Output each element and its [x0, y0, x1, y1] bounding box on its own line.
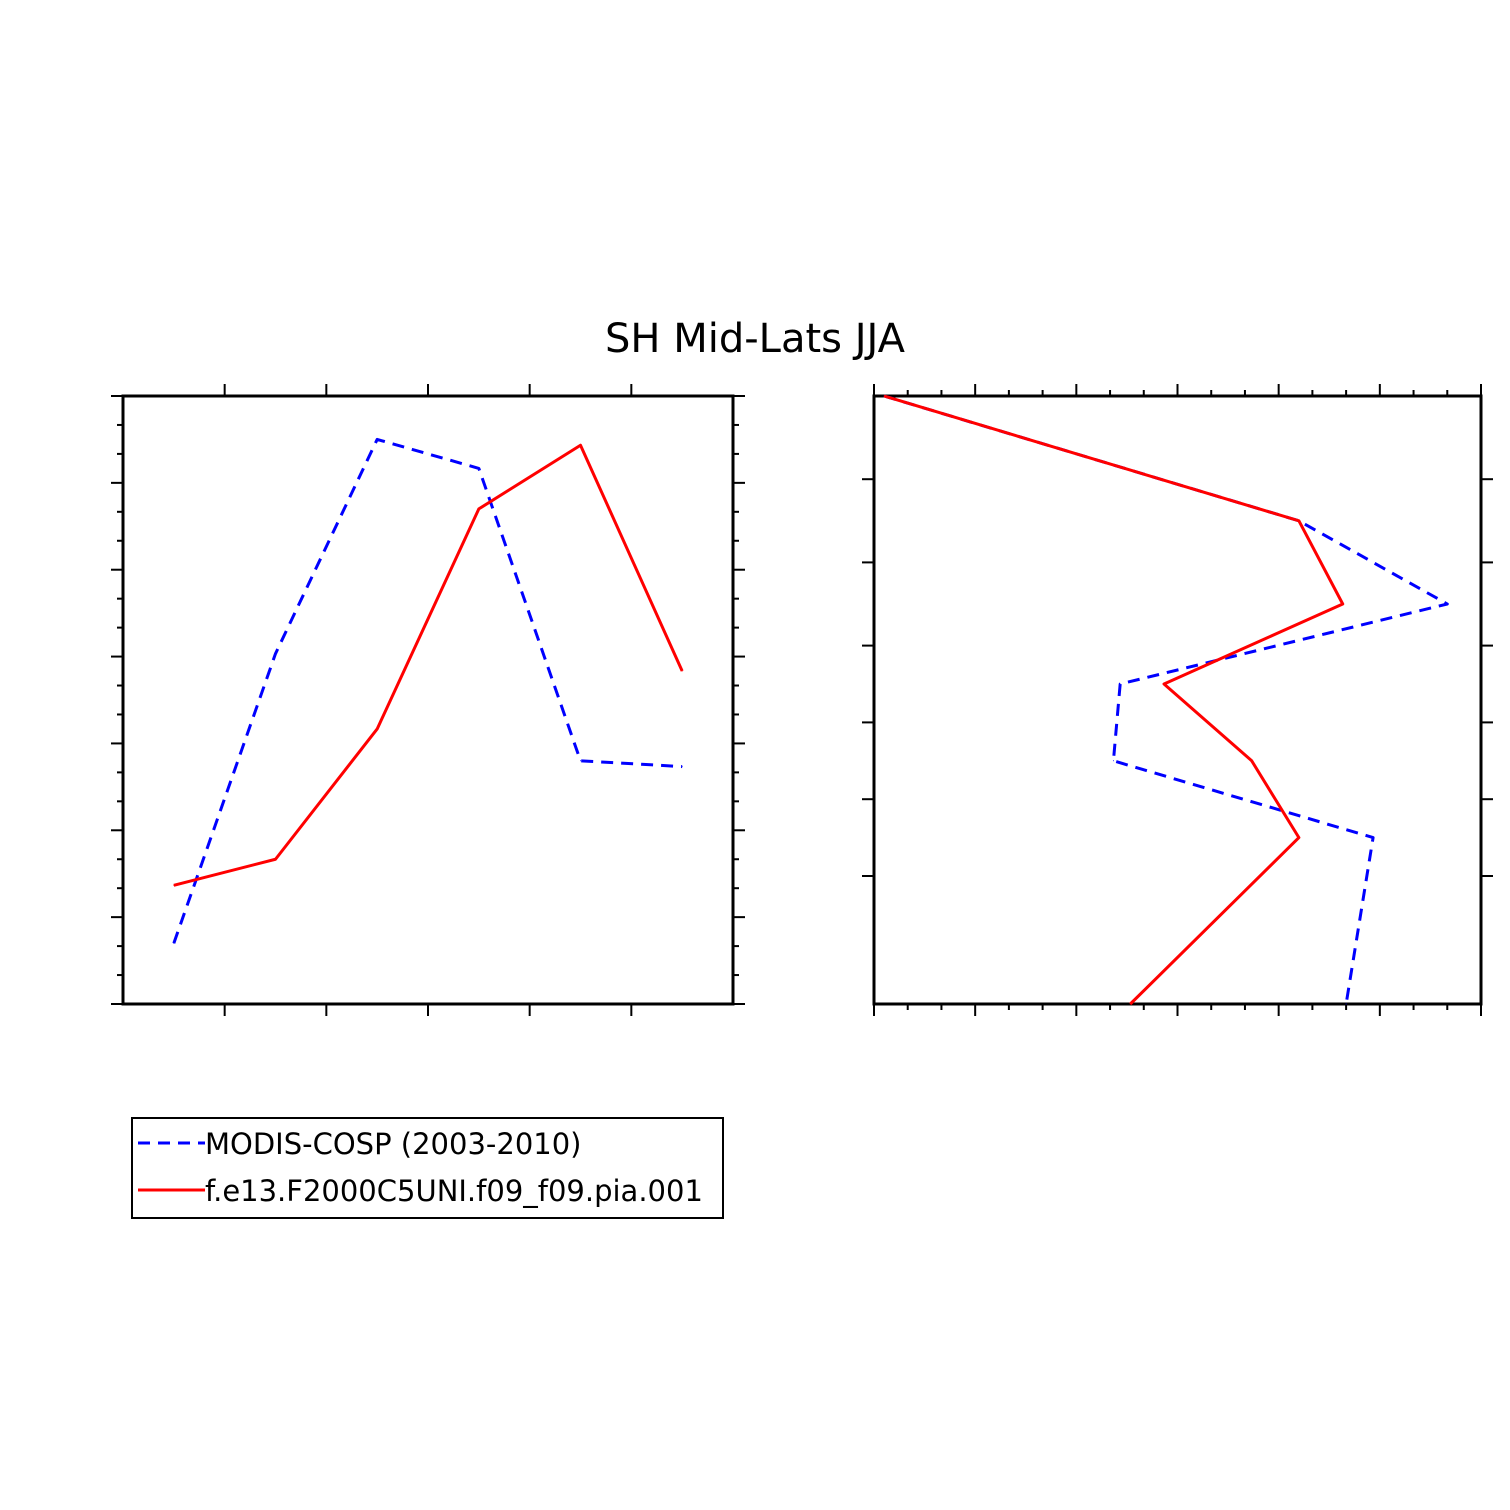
legend: MODIS-COSP (2003-2010) f.e13.F2000C5UNI.…: [131, 1117, 724, 1219]
right-point-modis: [1119, 683, 1121, 685]
left-point-model: [376, 728, 378, 730]
left-panel-optical-depth: [111, 384, 745, 1016]
left-point-modis: [681, 766, 683, 768]
right-point-model: [1163, 683, 1165, 685]
left-series-model: [173, 443, 684, 887]
right-point-modis: [1112, 760, 1114, 762]
right-point-modis: [1446, 603, 1448, 605]
right-panel-pressure: [862, 384, 1493, 1016]
right-point-model: [1298, 520, 1300, 522]
right-point-model: [1298, 837, 1300, 839]
right-point-model: [1129, 1003, 1131, 1005]
left-point-modis: [376, 438, 378, 440]
left-point-model: [478, 508, 480, 510]
left-point-model: [275, 858, 276, 860]
legend-label-modis: MODIS-COSP (2003-2010): [205, 1127, 582, 1161]
left-point-modis: [580, 760, 581, 762]
figure-title: SH Mid-Lats JJA: [605, 316, 906, 362]
left-point-modis: [173, 942, 175, 944]
left-point-model: [580, 444, 581, 446]
right-point-model: [883, 395, 885, 397]
left-point-model: [681, 670, 683, 672]
left-point-modis: [478, 467, 480, 469]
left-point-model: [173, 884, 175, 886]
right-point-modis: [1345, 1003, 1347, 1005]
legend-label-model: f.e13.F2000C5UNI.f09_f09.pia.001: [205, 1174, 703, 1208]
right-point-model: [1342, 603, 1344, 605]
right-point-model: [1251, 760, 1253, 762]
right-point-modis: [1372, 837, 1374, 839]
legend-box: [131, 1117, 724, 1219]
left-point-modis: [275, 653, 276, 655]
